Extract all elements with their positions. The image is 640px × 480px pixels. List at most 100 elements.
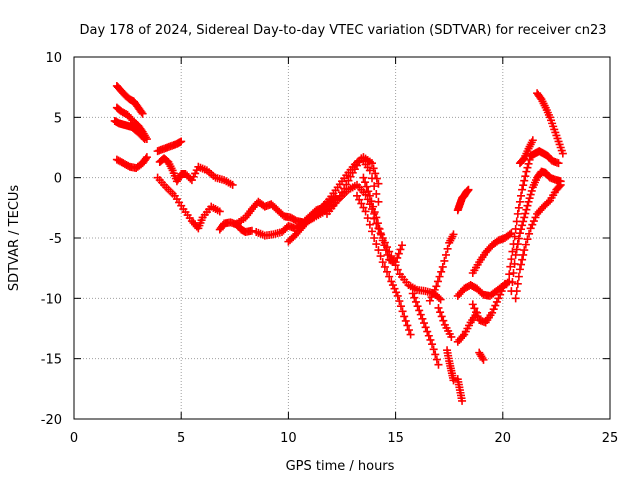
data-point <box>378 234 387 242</box>
series-track-c <box>110 116 149 144</box>
data-point <box>505 230 514 239</box>
data-point <box>434 303 443 312</box>
data-point <box>526 190 535 199</box>
data-point <box>388 281 397 290</box>
data-point <box>517 260 526 269</box>
series-track-s <box>443 346 458 385</box>
data-point <box>518 185 527 194</box>
data-point <box>514 272 523 281</box>
data-point <box>394 249 403 258</box>
series-track-ae <box>533 89 567 158</box>
data-point <box>370 214 379 223</box>
data-point <box>515 265 524 274</box>
data-point <box>405 326 413 335</box>
data-point <box>515 197 524 206</box>
series-track-p <box>408 289 443 369</box>
data-point <box>368 159 377 168</box>
data-point <box>428 340 437 349</box>
data-point <box>429 345 438 354</box>
data-point <box>367 197 376 206</box>
data-point <box>437 312 446 321</box>
series-track-y <box>475 348 488 364</box>
data-point <box>385 247 394 256</box>
data-point <box>383 243 392 252</box>
data-point <box>401 316 410 325</box>
data-point <box>488 308 497 317</box>
data-point <box>430 285 439 294</box>
data-point <box>424 331 433 340</box>
data-point <box>531 213 540 222</box>
data-point <box>558 149 567 158</box>
data-point <box>527 186 536 195</box>
data-point <box>468 300 477 309</box>
data-point <box>228 180 237 189</box>
data-point <box>378 258 387 267</box>
series-track-o <box>370 214 445 304</box>
series-track-d <box>112 153 151 173</box>
data-point <box>368 227 377 236</box>
data-point <box>464 185 473 194</box>
data-point <box>361 207 370 216</box>
data-point <box>364 187 373 196</box>
tick-labels: 0 5 10 15 20 25 -20 -15 -10 -5 0 5 10 <box>41 51 619 446</box>
data-point <box>528 220 537 229</box>
x-tick-label: 5 <box>177 431 185 446</box>
series-track-u <box>453 375 467 405</box>
axes <box>73 56 611 420</box>
data-point <box>522 167 531 176</box>
data-point <box>520 246 529 255</box>
series-track-l <box>322 154 383 218</box>
y-tick-label: 10 <box>45 51 62 66</box>
data-point <box>365 191 374 200</box>
data-point <box>514 234 523 243</box>
data-point <box>400 312 409 321</box>
data-point <box>491 301 500 310</box>
series-track-z <box>468 279 509 327</box>
data-point <box>441 250 450 259</box>
data-point <box>137 108 146 117</box>
series-track-aa <box>505 147 563 279</box>
series-track-a <box>112 81 147 118</box>
data-point <box>383 267 392 276</box>
data-point <box>392 288 401 297</box>
data-point <box>512 287 521 296</box>
series-track-e <box>153 137 186 156</box>
data-point <box>372 240 381 249</box>
data-point <box>496 290 505 299</box>
data-point <box>374 197 383 206</box>
data-point <box>425 296 434 305</box>
data-point <box>418 314 427 323</box>
data-point <box>440 256 449 265</box>
series-track-n <box>353 191 415 339</box>
data-point <box>372 189 381 198</box>
data-point <box>529 217 538 226</box>
data-point <box>521 209 530 218</box>
data-point <box>362 182 371 191</box>
data-point <box>472 308 480 317</box>
data-point <box>376 229 385 238</box>
data-point <box>506 262 515 271</box>
data-point <box>507 255 516 264</box>
data-point <box>138 109 147 118</box>
data-point <box>436 308 445 317</box>
x-tick-label: 15 <box>387 431 404 446</box>
data-point <box>517 191 526 200</box>
data-point <box>526 224 535 233</box>
data-point <box>380 238 389 247</box>
data-point <box>556 180 565 189</box>
data-point <box>508 278 517 287</box>
data-point <box>458 332 467 341</box>
data-point <box>247 226 256 235</box>
data-point <box>449 376 458 385</box>
data-point <box>426 335 435 344</box>
data-point <box>406 330 415 339</box>
data-point <box>523 201 532 210</box>
data-point <box>433 277 442 286</box>
series-track-ac <box>511 180 565 303</box>
data-point <box>387 252 396 261</box>
data-point <box>374 224 383 233</box>
data-point <box>554 159 563 168</box>
data-point <box>215 207 224 216</box>
series-track-t <box>453 185 473 215</box>
y-tick-label: -5 <box>49 232 62 247</box>
